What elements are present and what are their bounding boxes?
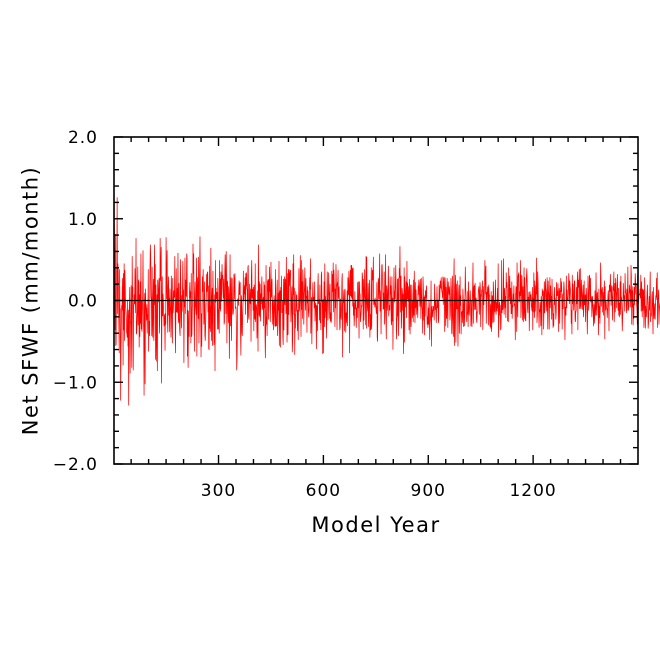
x-tick-label: 600: [306, 481, 341, 501]
y-tick-label: 1.0: [68, 210, 98, 230]
x-tick-label: 900: [411, 481, 446, 501]
y-tick-label: 2.0: [68, 128, 98, 148]
series-line-1: [113, 172, 660, 406]
series-layer: [113, 172, 660, 406]
y-tick-label: −2.0: [53, 455, 98, 475]
y-tick-label: −1.0: [53, 373, 98, 393]
y-tick-label: 0.0: [68, 292, 98, 312]
x-axis-title: Model Year: [311, 513, 440, 537]
x-tick-label: 1200: [509, 481, 556, 501]
labels-layer: 300 600 900 1200 2.0 1.0 0.0 −1.0 −2.0: [53, 128, 556, 501]
ticks-layer: [114, 136, 638, 465]
x-tick-label: 300: [201, 481, 236, 501]
y-axis-title: Net SFWF (mm/month): [18, 166, 42, 436]
